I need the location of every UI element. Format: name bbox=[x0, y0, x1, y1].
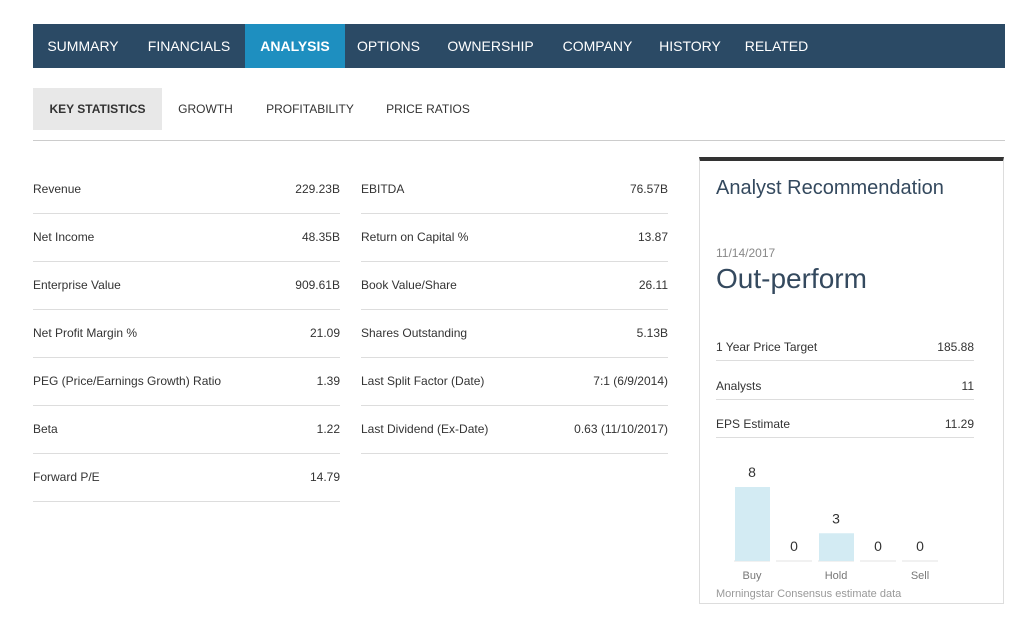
nav-tab[interactable]: RELATED bbox=[744, 38, 809, 54]
bar bbox=[735, 487, 770, 561]
row-value: 11 bbox=[961, 379, 974, 393]
stat-label: Return on Capital % bbox=[361, 230, 469, 244]
stat-value: 13.87 bbox=[637, 230, 668, 244]
panel-title: Analyst Recommendation bbox=[716, 177, 944, 199]
stat-label: Net Income bbox=[33, 230, 95, 244]
panel-row: Analysts 11 bbox=[716, 379, 974, 400]
stat-label: PEG (Price/Earnings Growth) Ratio bbox=[33, 374, 222, 388]
stat-label: Beta bbox=[33, 422, 58, 436]
nav-tab[interactable]: SUMMARY bbox=[47, 38, 119, 54]
stat-value: 0.63 (11/10/2017) bbox=[574, 422, 668, 436]
nav-tab[interactable]: ANALYSIS bbox=[245, 24, 345, 68]
stat-value: 21.09 bbox=[309, 326, 340, 340]
stat-value: 14.79 bbox=[309, 470, 340, 484]
stat-value: 229.23B bbox=[295, 182, 340, 196]
stat-row: Net Profit Margin % 21.09 bbox=[33, 309, 340, 358]
stat-value: 1.22 bbox=[316, 422, 340, 436]
stat-row: Enterprise Value 909.61B bbox=[33, 261, 340, 310]
stat-label: Last Split Factor (Date) bbox=[361, 374, 485, 388]
stat-row: Last Dividend (Ex-Date) 0.63 (11/10/2017) bbox=[361, 405, 668, 454]
panel-row: EPS Estimate 11.29 bbox=[716, 417, 974, 438]
row-label: 1 Year Price Target bbox=[716, 340, 818, 354]
row-value: 11.29 bbox=[944, 417, 974, 431]
rating-date: 11/14/2017 bbox=[716, 246, 776, 260]
subtab[interactable]: KEY STATISTICS bbox=[33, 88, 162, 130]
stat-label: Enterprise Value bbox=[33, 278, 121, 292]
panel-row: 1 Year Price Target 185.88 bbox=[716, 340, 974, 361]
divider bbox=[33, 140, 1005, 141]
row-value: 185.88 bbox=[937, 340, 974, 354]
stat-row: Revenue 229.23B bbox=[33, 165, 340, 214]
stat-row: Forward P/E 14.79 bbox=[33, 453, 340, 502]
subtab[interactable]: PROFITABILITY bbox=[266, 102, 354, 116]
bar bbox=[819, 533, 854, 561]
category-label: Buy bbox=[743, 570, 762, 582]
stat-label: EBITDA bbox=[361, 182, 405, 196]
stat-value: 5.13B bbox=[636, 326, 668, 340]
stat-value: 1.39 bbox=[316, 374, 340, 388]
value-label: 3 bbox=[832, 510, 840, 526]
nav-tab[interactable]: OPTIONS bbox=[356, 38, 420, 54]
rating: Out-perform bbox=[716, 263, 867, 294]
nav-bar: SUMMARY FINANCIALS ANALYSIS OPTIONS OWNERSHI… bbox=[33, 24, 1005, 68]
nav-tab[interactable]: HISTORY bbox=[659, 38, 721, 54]
stat-label: Book Value/Share bbox=[361, 278, 457, 292]
subtab[interactable]: PRICE RATIOS bbox=[386, 102, 470, 116]
stat-value: 48.35B bbox=[301, 230, 340, 244]
recommendation-chart: 8 Buy 0 3 Hold 0 0 Sell bbox=[734, 464, 938, 582]
category-label: Sell bbox=[911, 570, 929, 582]
stat-row: Net Income 48.35B bbox=[33, 213, 340, 262]
nav-tab[interactable]: OWNERSHIP bbox=[447, 38, 534, 54]
panel-footer: Morningstar Consensus estimate data bbox=[716, 588, 902, 600]
row-label: EPS Estimate bbox=[716, 417, 791, 431]
value-label: 0 bbox=[916, 538, 924, 554]
category-label: Hold bbox=[825, 570, 848, 582]
stat-label: Shares Outstanding bbox=[361, 326, 468, 340]
stat-label: Revenue bbox=[33, 182, 82, 196]
stat-row: Return on Capital % 13.87 bbox=[361, 213, 668, 262]
row-label: Analysts bbox=[716, 379, 762, 393]
stat-label: Forward P/E bbox=[33, 470, 100, 484]
nav-tab[interactable]: FINANCIALS bbox=[147, 38, 231, 54]
stat-row: PEG (Price/Earnings Growth) Ratio 1.39 bbox=[33, 357, 340, 406]
analyst-panel: Analyst Recommendation 11/14/2017 Out-pe… bbox=[699, 157, 1004, 604]
stat-label: Net Profit Margin % bbox=[33, 326, 138, 340]
value-label: 8 bbox=[748, 464, 756, 480]
stat-value: 7:1 (6/9/2014) bbox=[593, 374, 668, 388]
value-label: 0 bbox=[874, 538, 882, 554]
stat-row: EBITDA 76.57B bbox=[361, 165, 668, 214]
stat-row: Beta 1.22 bbox=[33, 405, 340, 454]
stat-label: Last Dividend (Ex-Date) bbox=[361, 422, 489, 436]
stat-row: Book Value/Share 26.11 bbox=[361, 261, 668, 310]
stat-value: 26.11 bbox=[638, 278, 668, 292]
value-label: 0 bbox=[790, 538, 798, 554]
stat-value: 909.61B bbox=[295, 278, 340, 292]
nav-tab[interactable]: COMPANY bbox=[562, 38, 633, 54]
stat-row: Last Split Factor (Date) 7:1 (6/9/2014) bbox=[361, 357, 668, 406]
stat-value: 76.57B bbox=[629, 182, 668, 196]
subtab[interactable]: GROWTH bbox=[178, 102, 233, 116]
stat-row: Shares Outstanding 5.13B bbox=[361, 309, 668, 358]
